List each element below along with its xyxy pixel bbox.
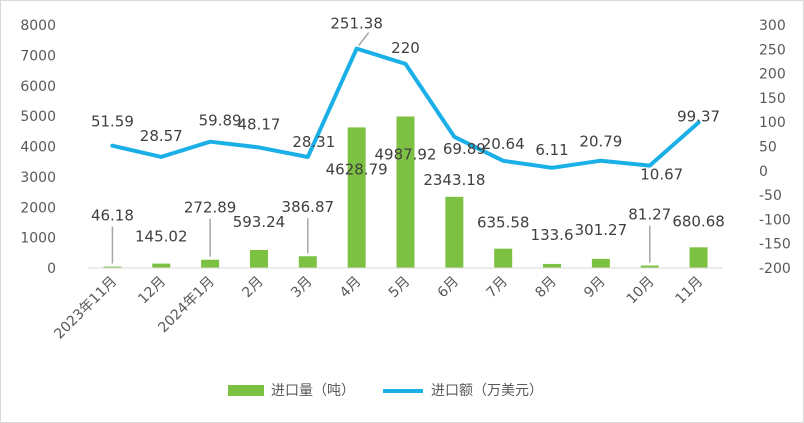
bar xyxy=(543,263,562,268)
left-axis-tick-label: 4000 xyxy=(20,140,56,156)
bar-data-label: 4987.92 xyxy=(374,145,436,163)
bar xyxy=(152,263,171,268)
legend-line-label: 进口额（万美元） xyxy=(431,383,543,399)
bar-data-label: 593.24 xyxy=(233,213,286,231)
line-data-label: 59.89 xyxy=(199,112,242,130)
right-axis-tick-label: 250 xyxy=(759,42,786,58)
right-axis-tick-label: -200 xyxy=(759,261,791,277)
x-axis-tick-label: 4月 xyxy=(337,274,365,302)
bar-data-label: 133.6 xyxy=(531,226,574,244)
bar-data-label: 4628.79 xyxy=(326,160,388,178)
left-axis-tick-label: 3000 xyxy=(20,170,56,186)
bar-series xyxy=(103,116,708,268)
line-data-label: 10.67 xyxy=(640,166,683,184)
bar xyxy=(249,249,268,268)
bar xyxy=(347,127,366,268)
right-axis-tick-label: 100 xyxy=(759,115,786,131)
x-axis-tick-label: 12月 xyxy=(135,274,169,308)
line-series xyxy=(110,46,701,170)
right-axis-tick-label: 300 xyxy=(759,18,786,34)
bar-data-label: 680.68 xyxy=(672,212,725,230)
x-axis-tick-label: 3月 xyxy=(288,274,316,302)
right-axis-tick-label: 150 xyxy=(759,91,786,107)
bar-data-label: 635.58 xyxy=(477,214,530,232)
line-data-labels: 51.5928.5759.8948.1728.31251.3822069.892… xyxy=(91,15,720,184)
line-data-label: 20.79 xyxy=(579,133,622,151)
right-axis: -200 -150 -100 -50 0 50 100 150 200 250 300 xyxy=(759,18,791,277)
bar-data-label: 81.27 xyxy=(628,206,671,224)
line-label-leader-line xyxy=(358,32,370,47)
line-data-label: 69.89 xyxy=(443,140,486,158)
bar-data-label: 301.27 xyxy=(575,221,628,239)
bar-data-label: 145.02 xyxy=(135,228,188,246)
line-data-label: 220 xyxy=(391,39,420,57)
left-axis-tick-label: 6000 xyxy=(20,79,56,95)
left-axis-tick-label: 7000 xyxy=(20,48,56,64)
right-axis-tick-label: -150 xyxy=(759,237,791,253)
bar xyxy=(445,196,464,268)
line-data-label: 28.57 xyxy=(140,127,183,145)
bar xyxy=(494,248,513,268)
bar xyxy=(298,256,317,268)
x-axis-tick-label: 8月 xyxy=(532,274,560,302)
line-data-label: 6.11 xyxy=(535,141,568,159)
x-axis-tick-label: 10月 xyxy=(624,274,658,308)
left-axis-tick-label: 5000 xyxy=(20,109,56,125)
bar-data-label: 2343.18 xyxy=(423,171,485,189)
right-axis-tick-label: -100 xyxy=(759,212,791,228)
left-axis: 0 1000 2000 3000 4000 5000 6000 7000 8000 xyxy=(20,18,56,277)
legend-bar-swatch xyxy=(228,385,264,396)
legend: 进口量（吨） 进口额（万美元） xyxy=(228,383,543,399)
left-axis-tick-label: 1000 xyxy=(20,231,56,247)
x-axis-tick-label: 11月 xyxy=(673,274,707,308)
line-data-label: 48.17 xyxy=(237,115,280,133)
line-data-label: 251.38 xyxy=(330,15,383,33)
bar xyxy=(640,265,659,268)
line-data-label: 20.64 xyxy=(482,135,525,153)
left-axis-tick-label: 0 xyxy=(47,261,56,277)
x-axis-tick-label: 7月 xyxy=(483,274,511,302)
line-data-label: 51.59 xyxy=(91,113,134,131)
bar xyxy=(396,116,415,268)
x-axis-tick-label: 5月 xyxy=(386,274,414,302)
left-axis-tick-label: 8000 xyxy=(20,18,56,34)
right-axis-tick-label: -50 xyxy=(759,188,782,204)
bar-data-label: 386.87 xyxy=(282,198,335,216)
bar xyxy=(103,266,122,268)
bar-data-label: 46.18 xyxy=(91,207,134,225)
leader-lines xyxy=(111,32,651,264)
left-axis-tick-label: 2000 xyxy=(20,200,56,216)
x-axis-tick-label: 6月 xyxy=(435,274,463,302)
x-axis-tick-label: 2月 xyxy=(239,274,267,302)
right-axis-tick-label: 0 xyxy=(759,164,768,180)
bar-data-label: 272.89 xyxy=(184,199,237,217)
bar xyxy=(201,259,220,268)
bar xyxy=(689,247,708,268)
x-axis-tick-label: 9月 xyxy=(581,274,609,302)
x-axis-tick-label: 2023年11月 xyxy=(51,274,120,343)
legend-bar-label: 进口量（吨） xyxy=(271,383,355,399)
bar xyxy=(591,258,610,268)
line-data-label: 28.31 xyxy=(292,133,335,151)
line-data-label: 99.37 xyxy=(677,108,720,126)
right-axis-tick-label: 200 xyxy=(759,67,786,83)
right-axis-tick-label: 50 xyxy=(759,140,777,156)
